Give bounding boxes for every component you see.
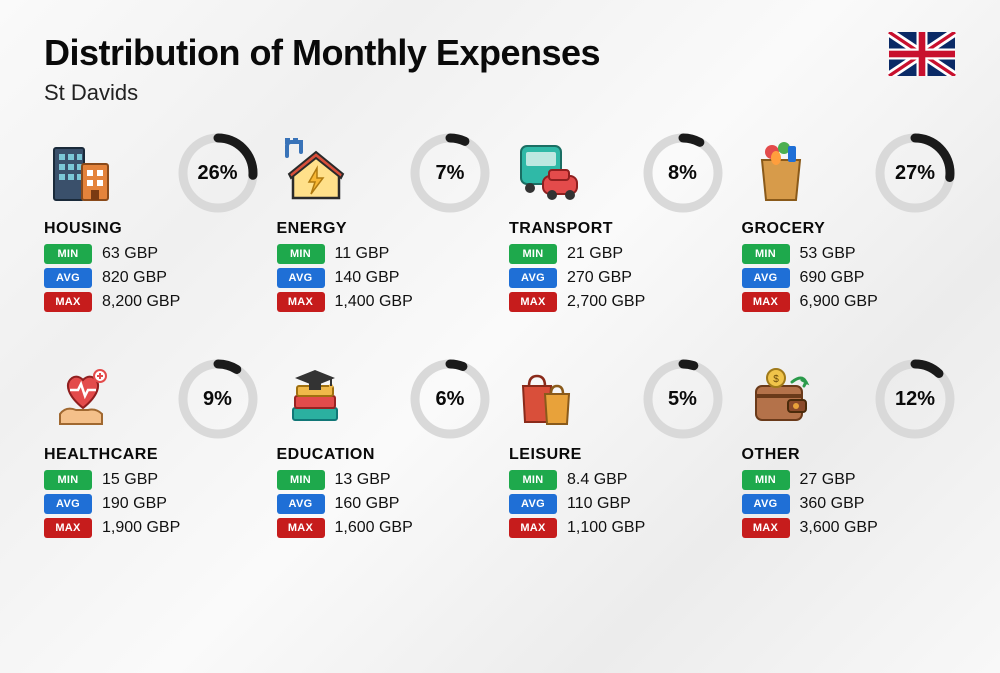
max-value: 1,100 GBP [567, 519, 645, 537]
avg-badge: AVG [509, 494, 557, 514]
min-value: 11 GBP [335, 245, 390, 263]
avg-value: 190 GBP [102, 495, 167, 513]
min-badge: MIN [742, 244, 790, 264]
avg-value: 690 GBP [800, 269, 865, 287]
category-name: LEISURE [509, 446, 724, 464]
card-housing: 26% HOUSING MIN 63 GBP AVG 820 GBP MAX 8,20… [44, 134, 259, 316]
card-education: 6% EDUCATION MIN 13 GBP AVG 160 GBP MAX 1,6… [277, 360, 492, 542]
max-value: 1,400 GBP [335, 293, 413, 311]
min-value: 27 GBP [800, 471, 856, 489]
card-transport: 8% TRANSPORT MIN 21 GBP AVG 270 GBP MAX 2,7… [509, 134, 724, 316]
min-badge: MIN [277, 470, 325, 490]
card-energy: 7% ENERGY MIN 11 GBP AVG 140 GBP MAX 1,400 … [277, 134, 492, 316]
pct-label: 9% [177, 358, 259, 440]
max-badge: MAX [509, 518, 557, 538]
category-name: GROCERY [742, 220, 957, 238]
avg-badge: AVG [44, 494, 92, 514]
header: Distribution of Monthly Expenses St Davi… [44, 32, 956, 106]
grad-books-icon [277, 360, 355, 438]
min-badge: MIN [44, 470, 92, 490]
pct-label: 5% [642, 358, 724, 440]
min-value: 53 GBP [800, 245, 856, 263]
pct-label: 26% [177, 132, 259, 214]
avg-value: 360 GBP [800, 495, 865, 513]
svg-text:$: $ [773, 374, 779, 385]
max-value: 3,600 GBP [800, 519, 878, 537]
shopping-bags-icon [509, 360, 587, 438]
heart-hand-icon [44, 360, 122, 438]
avg-badge: AVG [277, 268, 325, 288]
max-value: 1,900 GBP [102, 519, 180, 537]
energy-house-icon [277, 134, 355, 212]
max-badge: MAX [277, 292, 325, 312]
min-badge: MIN [509, 470, 557, 490]
category-name: HOUSING [44, 220, 259, 238]
max-value: 8,200 GBP [102, 293, 180, 311]
categories-grid: 26% HOUSING MIN 63 GBP AVG 820 GBP MAX 8,20… [44, 134, 956, 542]
avg-value: 820 GBP [102, 269, 167, 287]
max-value: 6,900 GBP [800, 293, 878, 311]
page-title: Distribution of Monthly Expenses [44, 32, 600, 74]
card-leisure: 5% LEISURE MIN 8.4 GBP AVG 110 GBP MAX 1,10… [509, 360, 724, 542]
avg-value: 160 GBP [335, 495, 400, 513]
max-badge: MAX [277, 518, 325, 538]
title-block: Distribution of Monthly Expenses St Davi… [44, 32, 600, 106]
min-value: 13 GBP [335, 471, 391, 489]
max-badge: MAX [742, 518, 790, 538]
donut-energy: 7% [409, 132, 491, 214]
max-value: 2,700 GBP [567, 293, 645, 311]
max-value: 1,600 GBP [335, 519, 413, 537]
min-badge: MIN [44, 244, 92, 264]
max-badge: MAX [742, 292, 790, 312]
min-value: 15 GBP [102, 471, 158, 489]
category-name: EDUCATION [277, 446, 492, 464]
avg-value: 110 GBP [567, 495, 631, 513]
pct-label: 7% [409, 132, 491, 214]
avg-badge: AVG [277, 494, 325, 514]
card-grocery: 27% GROCERY MIN 53 GBP AVG 690 GBP MAX 6,90… [742, 134, 957, 316]
category-name: OTHER [742, 446, 957, 464]
min-badge: MIN [277, 244, 325, 264]
wallet-icon: $ [742, 360, 820, 438]
min-value: 21 GBP [567, 245, 623, 263]
min-badge: MIN [742, 470, 790, 490]
min-badge: MIN [509, 244, 557, 264]
min-value: 8.4 GBP [567, 471, 627, 489]
buildings-icon [44, 134, 122, 212]
category-name: ENERGY [277, 220, 492, 238]
max-badge: MAX [44, 518, 92, 538]
category-name: HEALTHCARE [44, 446, 259, 464]
uk-flag-icon [888, 32, 956, 76]
pct-label: 12% [874, 358, 956, 440]
donut-other: 12% [874, 358, 956, 440]
max-badge: MAX [509, 292, 557, 312]
category-name: TRANSPORT [509, 220, 724, 238]
avg-badge: AVG [44, 268, 92, 288]
pct-label: 6% [409, 358, 491, 440]
card-healthcare: 9% HEALTHCARE MIN 15 GBP AVG 190 GBP MAX 1,… [44, 360, 259, 542]
avg-badge: AVG [742, 268, 790, 288]
page-subtitle: St Davids [44, 80, 600, 106]
avg-badge: AVG [742, 494, 790, 514]
max-badge: MAX [44, 292, 92, 312]
donut-grocery: 27% [874, 132, 956, 214]
min-value: 63 GBP [102, 245, 158, 263]
pct-label: 8% [642, 132, 724, 214]
donut-housing: 26% [177, 132, 259, 214]
donut-transport: 8% [642, 132, 724, 214]
donut-healthcare: 9% [177, 358, 259, 440]
donut-education: 6% [409, 358, 491, 440]
grocery-bag-icon [742, 134, 820, 212]
avg-badge: AVG [509, 268, 557, 288]
avg-value: 140 GBP [335, 269, 400, 287]
pct-label: 27% [874, 132, 956, 214]
card-other: $ 12% OTHER MIN 27 GBP AVG 360 GBP MAX 3,60… [742, 360, 957, 542]
avg-value: 270 GBP [567, 269, 632, 287]
bus-car-icon [509, 134, 587, 212]
donut-leisure: 5% [642, 358, 724, 440]
